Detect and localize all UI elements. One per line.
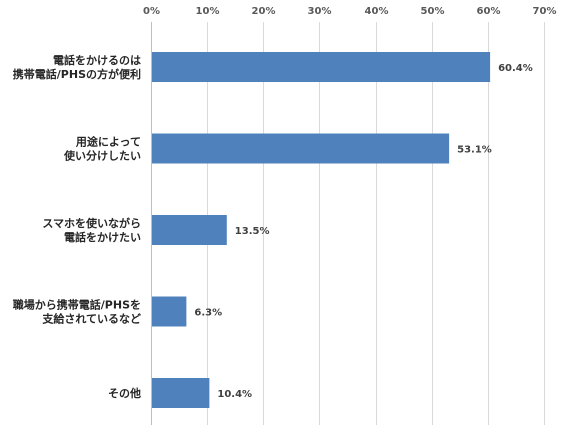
category-label: 職場から携帯電話/PHSを (13, 298, 141, 312)
category-label: 携帯電話/PHSの方が便利 (13, 67, 141, 81)
x-tick-label: 60% (477, 6, 501, 17)
x-tick-label: 40% (365, 6, 389, 17)
category-label: 使い分けしたい (63, 149, 141, 163)
bar (152, 133, 450, 164)
category-labels: 電話をかけるのは携帯電話/PHSの方が便利用途によって使い分けしたいスマホを使い… (13, 53, 141, 400)
data-labels: 60.4% 53.1% 13.5% 6.3% 10.4% (194, 63, 532, 400)
bar (152, 378, 210, 408)
bar (152, 52, 491, 82)
x-tick-label: 10% (196, 6, 220, 17)
category-label: 電話をかけたい (64, 230, 141, 244)
x-tick-label: 0% (143, 6, 160, 17)
x-axis-ticks: 0% 10% 20% 30% 40% 50% 60% 70% (143, 6, 556, 17)
bars (152, 52, 491, 408)
category-label: スマホを使いながら (42, 216, 141, 230)
category-label: 用途によって (76, 135, 141, 149)
bar (152, 296, 187, 327)
x-tick-label: 70% (533, 6, 557, 17)
category-label: 電話をかけるのは (53, 53, 141, 67)
x-tick-label: 30% (308, 6, 332, 17)
data-label: 13.5% (235, 226, 270, 237)
x-tick-label: 20% (252, 6, 276, 17)
data-label: 53.1% (457, 145, 492, 156)
gridlines (207, 22, 545, 425)
data-label: 10.4% (217, 389, 252, 400)
bar (152, 215, 227, 245)
x-tick-label: 50% (421, 6, 445, 17)
data-label: 6.3% (194, 308, 222, 319)
category-label: その他 (108, 386, 141, 400)
category-label: 支給されているなど (41, 312, 141, 326)
data-label: 60.4% (498, 63, 533, 74)
